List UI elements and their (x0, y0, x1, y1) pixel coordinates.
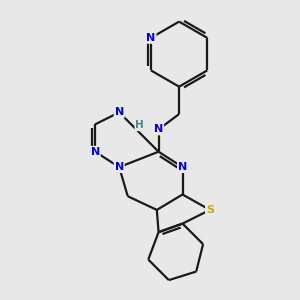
Text: N: N (146, 33, 156, 43)
Text: N: N (154, 124, 163, 134)
Text: N: N (115, 162, 124, 172)
Text: N: N (115, 107, 124, 117)
Text: H: H (135, 120, 144, 130)
Text: N: N (91, 147, 100, 157)
Text: S: S (206, 205, 214, 215)
Text: N: N (178, 162, 187, 172)
